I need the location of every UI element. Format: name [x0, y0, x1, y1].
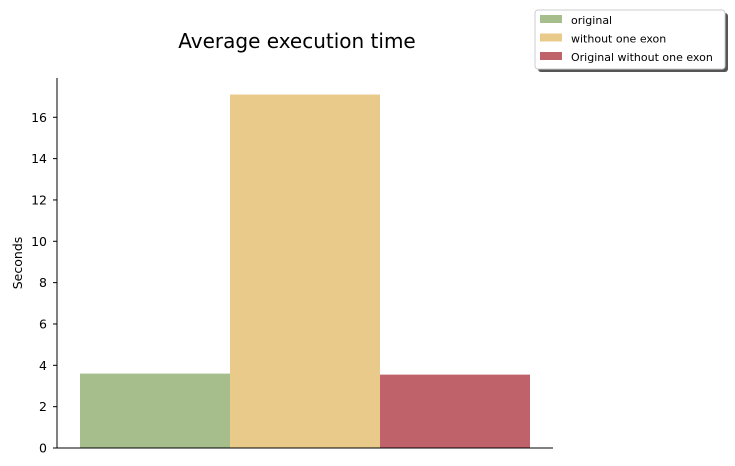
legend-label: without one exon: [571, 33, 666, 46]
legend-label: original: [571, 14, 612, 27]
chart-title: Average execution time: [178, 29, 416, 53]
y-tick-label: 6: [39, 316, 47, 331]
bar-original-without-one-exon: [380, 374, 530, 448]
y-tick-label: 16: [31, 110, 47, 125]
legend-items: original without one exon Original without…: [540, 14, 713, 64]
y-axis-ticks: 0 2 4 6 8 10 12 14 16: [31, 110, 57, 456]
legend-swatch: [540, 15, 562, 23]
legend-swatch: [540, 33, 562, 42]
bars-group: [80, 94, 530, 448]
legend-label: Original without one exon: [571, 51, 713, 64]
y-tick-label: 8: [39, 275, 47, 290]
legend-swatch: [540, 52, 562, 60]
y-tick-label: 2: [39, 399, 47, 414]
y-tick-label: 10: [31, 234, 47, 249]
bar-without-one-exon: [230, 94, 380, 448]
legend: original without one exon Original without…: [534, 9, 728, 72]
y-tick-label: 0: [39, 441, 47, 456]
legend-frame: [534, 9, 726, 70]
y-axis-label: Seconds: [10, 237, 25, 290]
y-tick-label: 14: [31, 151, 47, 166]
y-tick-label: 12: [31, 192, 47, 207]
bar-original: [80, 373, 230, 448]
y-tick-label: 4: [39, 358, 47, 373]
